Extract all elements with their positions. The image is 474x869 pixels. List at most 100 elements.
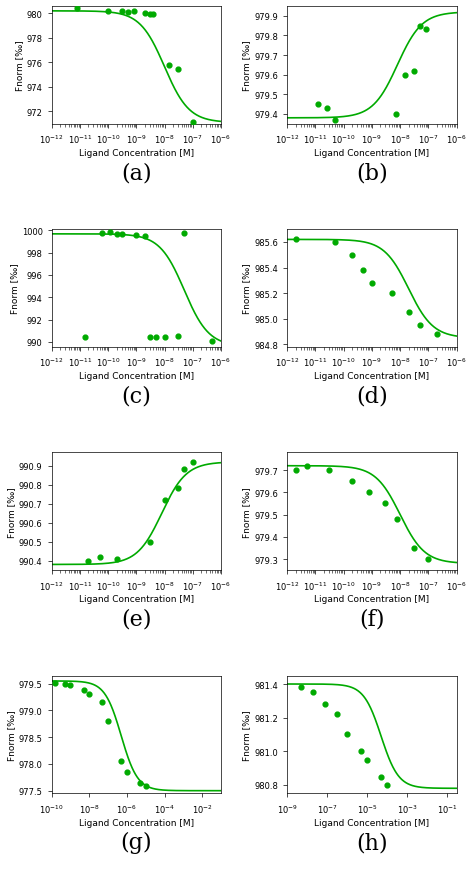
Point xyxy=(405,306,412,320)
Point xyxy=(152,331,160,345)
Point xyxy=(166,59,173,73)
Point xyxy=(118,754,125,768)
Point xyxy=(99,695,106,709)
Point xyxy=(107,226,114,240)
Point xyxy=(410,64,418,78)
Y-axis label: Fnorm [‰]: Fnorm [‰] xyxy=(243,709,252,760)
Point xyxy=(189,455,197,469)
Y-axis label: Fnorm [‰]: Fnorm [‰] xyxy=(10,263,19,314)
Point xyxy=(161,331,168,345)
Point xyxy=(84,554,92,568)
Point xyxy=(146,535,154,549)
Point xyxy=(85,687,93,701)
Point xyxy=(181,463,188,477)
X-axis label: Ligand Concentration [M]: Ligand Concentration [M] xyxy=(314,372,429,381)
Point xyxy=(393,513,401,527)
Point xyxy=(292,233,300,247)
X-axis label: Ligand Concentration [M]: Ligand Concentration [M] xyxy=(79,372,194,381)
Point xyxy=(174,482,182,496)
Point xyxy=(416,20,424,34)
Point xyxy=(67,678,74,692)
Point xyxy=(51,676,59,690)
X-axis label: Ligand Concentration [M]: Ligand Concentration [M] xyxy=(314,594,429,604)
Point xyxy=(118,228,125,242)
Point xyxy=(174,63,182,77)
Text: (c): (c) xyxy=(121,385,151,408)
Point xyxy=(343,727,351,741)
Point xyxy=(382,497,389,511)
Point xyxy=(118,5,125,19)
Point xyxy=(124,6,132,20)
Point xyxy=(321,698,329,712)
X-axis label: Ligand Concentration [M]: Ligand Concentration [M] xyxy=(314,818,429,826)
Point xyxy=(392,108,400,122)
Point xyxy=(136,776,144,790)
Point xyxy=(80,683,87,697)
Y-axis label: Fnorm [‰]: Fnorm [‰] xyxy=(15,41,24,91)
Point xyxy=(357,745,365,759)
Point xyxy=(401,69,409,83)
Y-axis label: Fnorm [‰]: Fnorm [‰] xyxy=(7,709,16,760)
Y-axis label: Fnorm [‰]: Fnorm [‰] xyxy=(243,263,252,314)
Point xyxy=(364,753,371,766)
Point xyxy=(365,486,373,500)
Text: (d): (d) xyxy=(356,385,388,408)
Point xyxy=(130,5,137,19)
X-axis label: Ligand Concentration [M]: Ligand Concentration [M] xyxy=(79,594,194,604)
Y-axis label: Fnorm [‰]: Fnorm [‰] xyxy=(243,487,252,537)
X-axis label: Ligand Concentration [M]: Ligand Concentration [M] xyxy=(314,149,429,158)
Point xyxy=(410,541,418,555)
Point xyxy=(383,778,391,792)
Point xyxy=(123,765,131,779)
Point xyxy=(146,330,154,344)
Y-axis label: Fnorm [‰]: Fnorm [‰] xyxy=(7,487,16,537)
Point xyxy=(209,335,216,348)
Point xyxy=(149,8,157,22)
Point xyxy=(113,228,120,242)
Text: (a): (a) xyxy=(121,163,152,184)
Point xyxy=(146,8,154,22)
Point xyxy=(189,116,197,129)
Point xyxy=(96,550,103,564)
Point xyxy=(331,114,339,128)
Text: (b): (b) xyxy=(356,163,388,184)
Point xyxy=(141,229,148,243)
Point xyxy=(348,249,356,262)
Text: (h): (h) xyxy=(356,831,388,853)
Point xyxy=(133,229,140,243)
Point xyxy=(325,464,333,478)
Point xyxy=(348,474,356,488)
X-axis label: Ligand Concentration [M]: Ligand Concentration [M] xyxy=(79,818,194,826)
Point xyxy=(433,328,441,342)
Point xyxy=(181,226,188,240)
Y-axis label: Fnorm [‰]: Fnorm [‰] xyxy=(243,41,252,91)
Point xyxy=(161,494,168,507)
Point xyxy=(98,226,106,240)
Point xyxy=(61,677,69,691)
Point xyxy=(360,264,367,278)
Point xyxy=(422,23,429,37)
X-axis label: Ligand Concentration [M]: Ligand Concentration [M] xyxy=(79,149,194,158)
Point xyxy=(368,276,376,290)
Point xyxy=(425,553,432,567)
Point xyxy=(104,714,112,728)
Point xyxy=(81,330,89,344)
Point xyxy=(141,7,148,21)
Point xyxy=(113,552,120,566)
Point xyxy=(310,686,317,700)
Point xyxy=(297,680,305,694)
Text: (g): (g) xyxy=(120,831,152,853)
Point xyxy=(104,5,112,19)
Text: (e): (e) xyxy=(121,608,152,630)
Point xyxy=(292,464,300,478)
Point xyxy=(303,459,311,473)
Text: (f): (f) xyxy=(359,608,385,630)
Point xyxy=(333,707,340,721)
Point xyxy=(314,98,321,112)
Point xyxy=(416,319,424,333)
Point xyxy=(388,287,395,301)
Point xyxy=(73,3,81,17)
Point xyxy=(323,102,330,116)
Point xyxy=(377,770,385,784)
Point xyxy=(174,329,182,343)
